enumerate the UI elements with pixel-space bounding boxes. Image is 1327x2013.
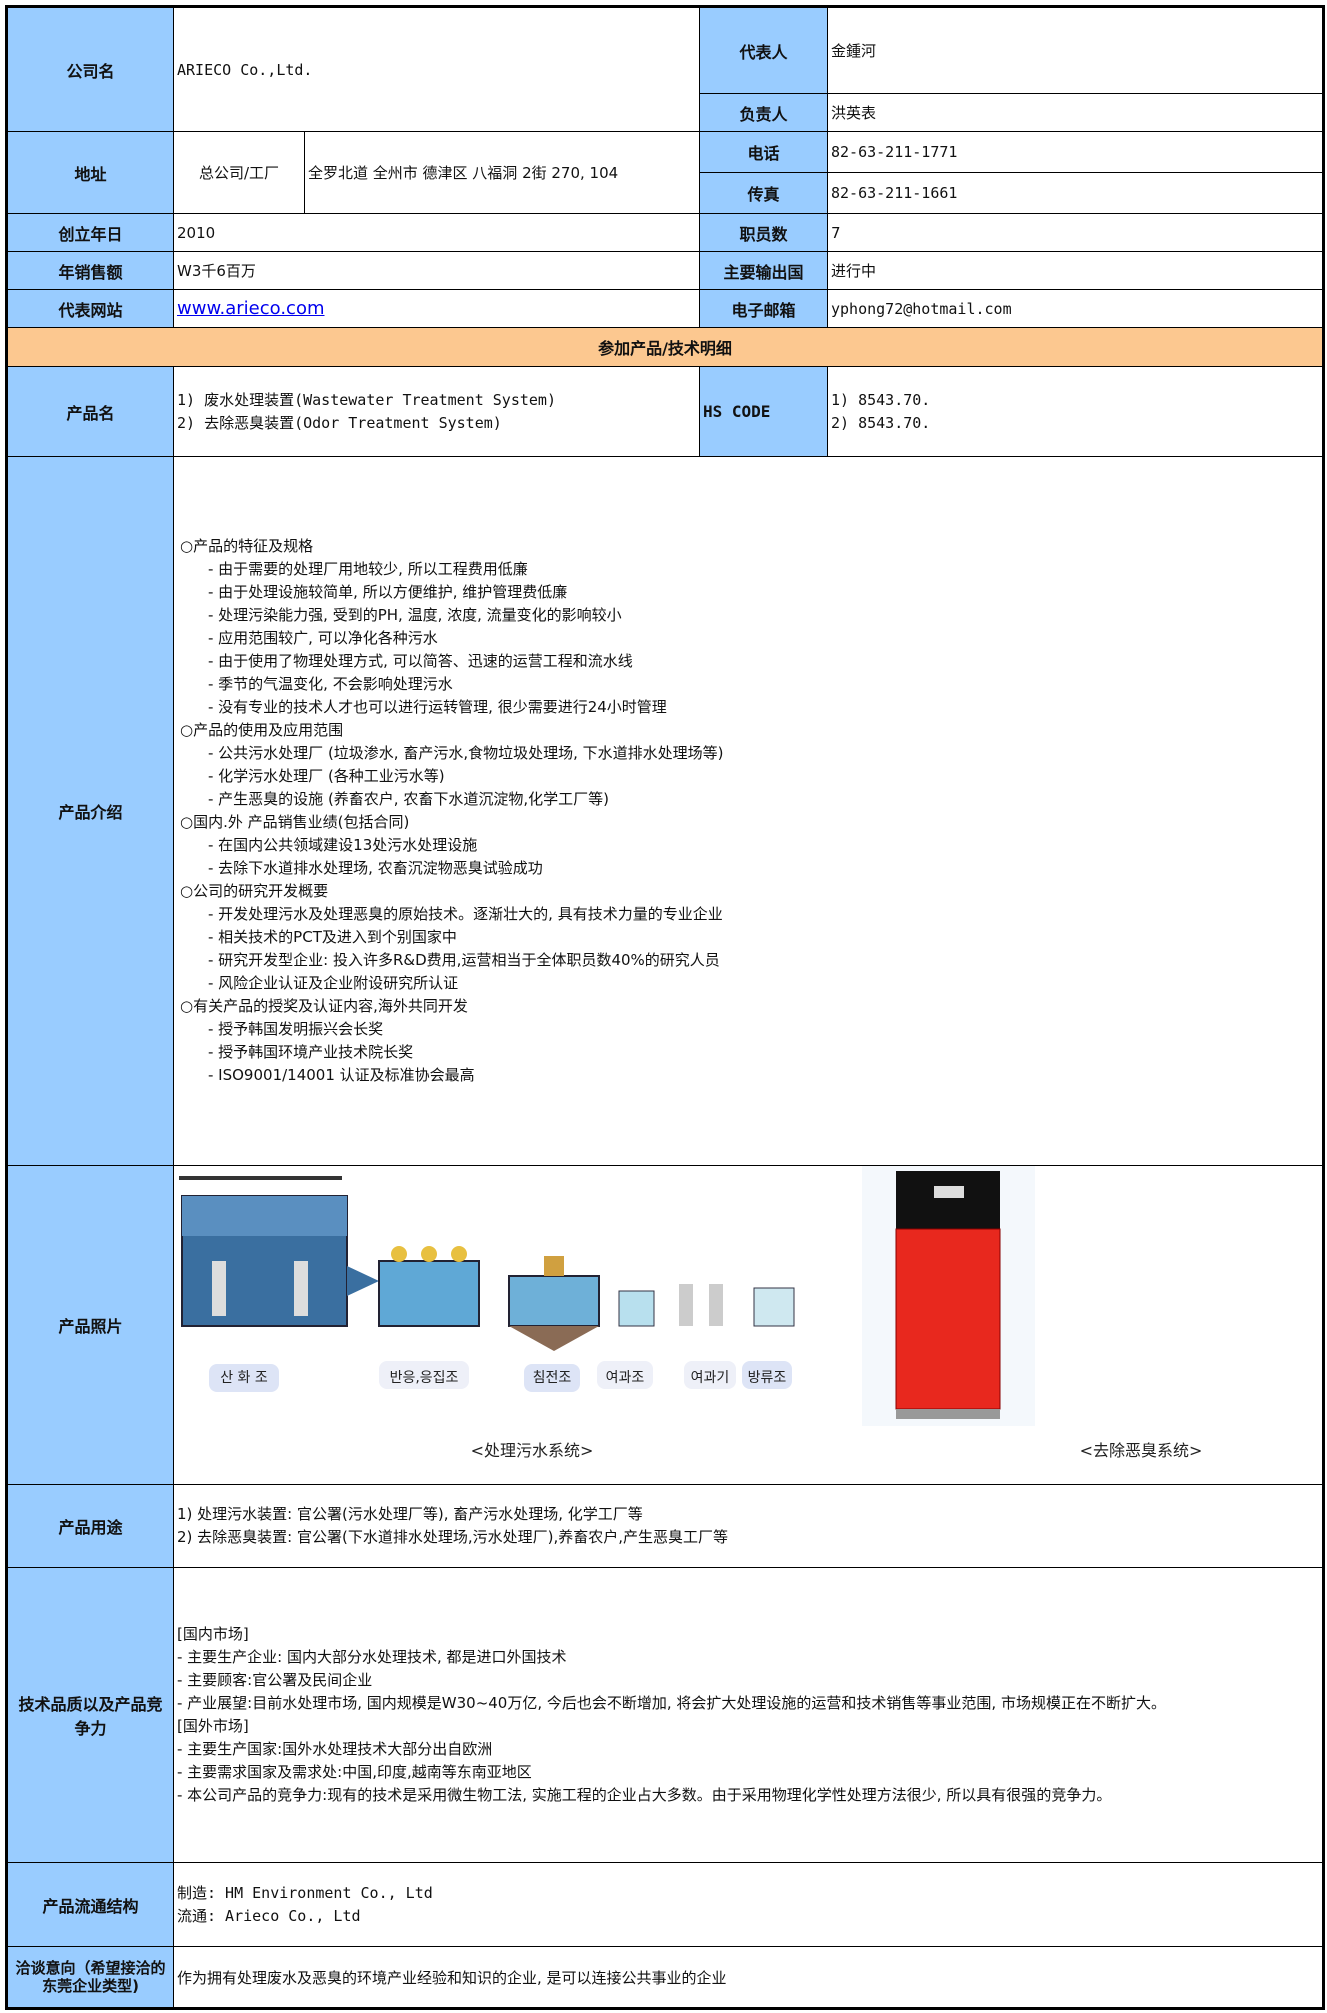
photo-label: 산 화 조 xyxy=(220,1370,268,1386)
website-link[interactable]: www.arieco.com xyxy=(177,298,325,319)
text-line: 制造: HM Environment Co., Ltd xyxy=(177,1883,433,1902)
text-line: - 开发处理污水及处理恶臭的原始技术。逐渐壮大的, 具有技术力量的专业企业 xyxy=(208,905,723,923)
value: 82-63-211-1661 xyxy=(827,172,1324,214)
text-line: - 公共污水处理厂 (垃圾渗水, 畜产污水,食物垃圾处理场, 下水道排水处理场等… xyxy=(208,744,724,762)
label: 产品流通结构 xyxy=(6,1862,174,1947)
text-line: - 产业展望:目前水处理市场, 国内规模是W30~40万亿, 今后也会不断增加,… xyxy=(177,1694,1166,1712)
text-line: - 由于需要的处理厂用地较少, 所以工程费用低廉 xyxy=(208,560,528,578)
value: W3千6百万 xyxy=(173,251,700,290)
value: 总公司/工厂 xyxy=(173,131,305,214)
text-line: ○有关产品的授奖及认证内容,海外共同开发 xyxy=(180,997,468,1015)
photo-label: 여과조 xyxy=(606,1370,645,1386)
value: 洪英表 xyxy=(827,93,1324,132)
label: 年销售额 xyxy=(6,251,174,290)
text-line: - 相关技术的PCT及进入到个别国家中 xyxy=(208,928,457,946)
text-line: ○国内.外 产品销售业绩(包括合同) xyxy=(180,813,410,831)
text-line: - 主要生产国家:国外水处理技术大部分出自欧洲 xyxy=(177,1740,493,1758)
photo-label: 방류조 xyxy=(748,1370,787,1386)
label: 传真 xyxy=(699,172,828,214)
text-line: - 授予韩国环境产业技术院长奖 xyxy=(208,1043,414,1061)
value: 2010 xyxy=(173,213,700,252)
value: ARIECO Co.,Ltd. xyxy=(173,6,700,132)
photo-label: 여과기 xyxy=(691,1370,730,1386)
label: 电话 xyxy=(699,131,828,173)
label: 职员数 xyxy=(699,213,828,252)
text-line: - 去除下水道排水处理场, 农畜沉淀物恶臭试验成功 xyxy=(208,859,543,877)
photos: 산 화 조 반응,응집조 침전조 여과조 여과기 방류조 <处理污水系统> <去除恶臭系统> xyxy=(174,1166,1203,1460)
text-line: ○产品的使用及应用范围 xyxy=(180,721,344,739)
photo-label: 침전조 xyxy=(533,1370,572,1386)
label: 产品名 xyxy=(6,366,174,457)
value: 82-63-211-1771 xyxy=(827,131,1324,173)
text-line: 2) 去除恶臭装置(Odor Treatment System) xyxy=(177,413,502,432)
label: 负责人 xyxy=(699,93,828,132)
value: www.arieco.com xyxy=(173,289,700,328)
text-line: [国外市场] xyxy=(177,1717,249,1735)
text-line: ○产品的特征及规格 xyxy=(180,537,314,555)
label: 地址 xyxy=(6,131,174,214)
text-line: - 产生恶臭的设施 (养畜农户, 农畜下水道沉淀物,化学工厂等) xyxy=(208,790,609,808)
value: 1) 废水处理装置(Wastewater Treatment System) 2)… xyxy=(173,366,700,457)
odor-image xyxy=(862,1166,1035,1426)
text-line: - 本公司产品的竞争力:现有的技术是采用微生物工法, 实施工程的企业占大多数。由… xyxy=(177,1786,1112,1804)
photo-label: <处理污水系统> xyxy=(471,1441,594,1460)
value: ○产品的特征及规格 - 由于需要的处理厂用地较少, 所以工程费用低廉 - 由于处理设… xyxy=(173,456,1324,1166)
text-line: - ISO9001/14001 认证及标准协会最高 xyxy=(208,1066,475,1084)
text-line: ○公司的研究开发概要 xyxy=(180,882,329,900)
section-header: 参加产品/技术明细 xyxy=(6,327,1324,367)
text-line: - 由于处理设施较简单, 所以方便维护, 维护管理费低廉 xyxy=(208,583,568,601)
value: 作为拥有处理废水及恶臭的环境产业经验和知识的企业, 是可以连接公共事业的企业 xyxy=(173,1946,1324,2009)
text-line: - 风险企业认证及企业附设研究所认证 xyxy=(208,974,459,992)
text-line: - 在国内公共领域建设13处污水处理设施 xyxy=(208,836,478,854)
text-line: - 主要需求国家及需求处:中国,印度,越南等东南亚地区 xyxy=(177,1763,532,1781)
label: 电子邮箱 xyxy=(699,289,828,328)
label: 洽谈意向（希望接洽的东莞企业类型) xyxy=(6,1946,174,2009)
label: 代表人 xyxy=(699,6,828,94)
label: 公司名 xyxy=(6,6,174,132)
text-line: - 主要生产企业: 国内大部分水处理技术, 都是进口外国技术 xyxy=(177,1648,567,1666)
text-line: - 季节的气温变化, 不会影响处理污水 xyxy=(208,675,453,693)
label: 产品介绍 xyxy=(6,456,174,1166)
photo-label: 반응,응집조 xyxy=(390,1370,459,1386)
value: yphong72@hotmail.com xyxy=(827,289,1324,328)
label: 技术品质以及产品竞争力 xyxy=(6,1567,174,1863)
text-line: [国内市场] xyxy=(177,1625,249,1643)
text-line: - 处理污染能力强, 受到的PH, 温度, 浓度, 流量变化的影响较小 xyxy=(208,606,622,624)
photo-label: <去除恶臭系统> xyxy=(1080,1441,1203,1460)
text-line: 1) 8543.70. xyxy=(831,390,931,409)
text-line: - 授予韩国发明振兴会长奖 xyxy=(208,1020,384,1038)
value: 7 xyxy=(827,213,1324,252)
label: 产品照片 xyxy=(6,1165,174,1485)
text-line: - 主要顾客:官公署及民间企业 xyxy=(177,1671,373,1689)
value: 1) 8543.70. 2) 8543.70. xyxy=(827,366,1324,457)
value: 进行中 xyxy=(827,251,1324,290)
label: 产品用途 xyxy=(6,1484,174,1568)
text-line: - 化学污水处理厂 (各种工业污水等) xyxy=(208,767,445,785)
value: 制造: HM Environment Co., Ltd 流通: Arieco Co… xyxy=(173,1862,1324,1947)
profile-table: 公司名 ARIECO Co.,Ltd. 代表人 金鍾河 负责人 洪英表 地址 总公司/工厂… xyxy=(5,5,1325,2010)
text-line: 流通: Arieco Co., Ltd xyxy=(177,1906,361,1925)
text-line: 2) 去除恶臭装置: 官公署(下水道排水处理场,污水处理厂),养畜农户,产生恶臭… xyxy=(177,1528,728,1546)
value: 全罗北道 全州市 德津区 八福洞 2街 270, 104 xyxy=(304,131,700,214)
text-line: - 没有专业的技术人才也可以进行运转管理, 很少需要进行24小时管理 xyxy=(208,698,667,716)
value: 산 화 조 반응,응집조 침전조 여과조 여과기 방류조 <处理污水系统> <去除恶臭系统> xyxy=(173,1165,1324,1485)
text-line: 1) 废水处理装置(Wastewater Treatment System) xyxy=(177,390,556,409)
label: 主要输出国 xyxy=(699,251,828,290)
value: [国内市场] - 主要生产企业: 国内大部分水处理技术, 都是进口外国技术 - 主要… xyxy=(173,1567,1324,1863)
text-line: - 研究开发型企业: 投入许多R&D费用,运营相当于全体职员数40%的研究人员 xyxy=(208,951,720,969)
label: 代表网站 xyxy=(6,289,174,328)
label: 创立年日 xyxy=(6,213,174,252)
value: 1) 处理污水装置: 官公署(污水处理厂等), 畜产污水处理场, 化学工厂等 2)… xyxy=(173,1484,1324,1568)
value: 金鍾河 xyxy=(827,6,1324,94)
text-line: 1) 处理污水装置: 官公署(污水处理厂等), 畜产污水处理场, 化学工厂等 xyxy=(177,1505,643,1523)
text-line: 2) 8543.70. xyxy=(831,413,931,432)
label: HS CODE xyxy=(699,366,828,457)
text-line: - 应用范围较广, 可以净化各种污水 xyxy=(208,629,438,647)
text-line: - 由于使用了物理处理方式, 可以简答、迅速的运营工程和流水线 xyxy=(208,652,633,670)
wastewater-image xyxy=(174,1166,804,1403)
